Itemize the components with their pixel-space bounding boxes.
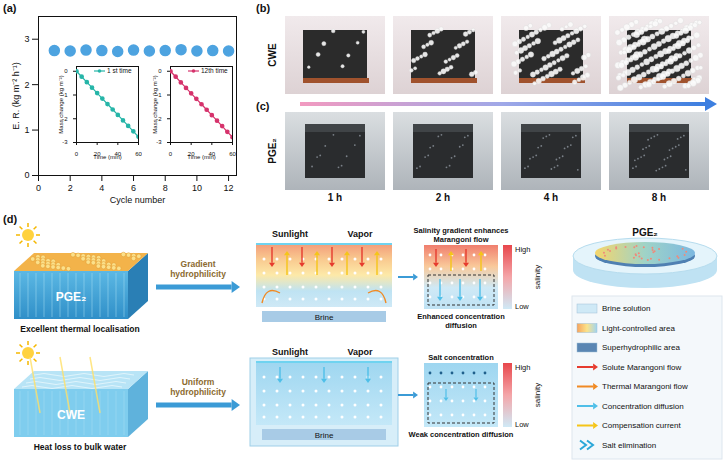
svg-text:High: High (515, 245, 530, 254)
svg-text:0: 0 (64, 68, 68, 74)
svg-text:-1: -1 (156, 91, 162, 98)
html-text:1 st time: 1 st time (107, 67, 132, 74)
html-text:12th time: 12th time (201, 67, 228, 74)
svg-text:Excellent thermal localisation: Excellent thermal localisation (20, 324, 140, 334)
svg-text:-3: -3 (156, 139, 162, 145)
svg-text:Heat loss to bulk water: Heat loss to bulk water (34, 442, 127, 452)
svg-text:Mass change (kg m⁻²): Mass change (kg m⁻²) (58, 75, 64, 133)
svg-text:0: 0 (169, 151, 173, 157)
svg-text:salinity: salinity (533, 265, 542, 289)
svg-text:Vapor: Vapor (347, 347, 373, 357)
svg-text:(c): (c) (256, 100, 270, 112)
svg-text:60: 60 (135, 151, 142, 157)
svg-text:2: 2 (68, 183, 73, 193)
svg-text:Thermal Marangoni flow: Thermal Marangoni flow (602, 382, 688, 391)
svg-text:PGE₂: PGE₂ (632, 227, 658, 238)
svg-text:2: 2 (24, 80, 29, 90)
svg-text:Low: Low (515, 302, 529, 311)
svg-text:Brine: Brine (315, 313, 334, 322)
svg-text:Light-controlled area: Light-controlled area (602, 324, 675, 333)
svg-text:Mass change (kg m⁻²): Mass change (kg m⁻²) (152, 75, 158, 133)
svg-text:12: 12 (224, 183, 234, 193)
svg-text:8 h: 8 h (652, 192, 666, 203)
svg-text:Marangoni flow: Marangoni flow (434, 235, 489, 244)
svg-text:Salt concentration: Salt concentration (428, 353, 494, 362)
svg-text:10: 10 (192, 183, 202, 193)
svg-text:Time (min): Time (min) (93, 154, 121, 160)
svg-text:CWE: CWE (57, 408, 85, 422)
svg-text:High: High (515, 363, 530, 372)
svg-text:3: 3 (24, 34, 29, 44)
svg-text:Enhanced concentration: Enhanced concentration (417, 312, 505, 321)
svg-text:Brine solution: Brine solution (602, 304, 650, 313)
svg-text:-1: -1 (62, 91, 68, 98)
svg-text:8: 8 (163, 183, 168, 193)
svg-text:Cycle number: Cycle number (110, 195, 166, 205)
svg-text:hydrophilicity: hydrophilicity (170, 269, 226, 279)
svg-text:PGE₂: PGE₂ (56, 290, 87, 304)
svg-text:1: 1 (24, 125, 29, 135)
svg-text:2 h: 2 h (436, 192, 450, 203)
svg-text:Sunlight: Sunlight (272, 347, 308, 357)
svg-text:0: 0 (36, 183, 41, 193)
svg-text:Weak concentration diffusion: Weak concentration diffusion (409, 430, 514, 439)
svg-text:diffusion: diffusion (445, 321, 477, 330)
svg-text:Salt elimination: Salt elimination (602, 441, 656, 450)
svg-text:PGE₂: PGE₂ (267, 138, 278, 164)
svg-text:Salinity gradient enhances: Salinity gradient enhances (413, 226, 509, 235)
svg-text:-2: -2 (156, 115, 162, 122)
svg-text:Gradient: Gradient (181, 259, 216, 269)
svg-text:Compensation current: Compensation current (602, 421, 681, 430)
svg-text:0: 0 (158, 68, 162, 74)
svg-text:4 h: 4 h (544, 192, 558, 203)
svg-text:(a): (a) (3, 2, 17, 14)
svg-text:Concentration diffusion: Concentration diffusion (602, 402, 684, 411)
svg-text:(b): (b) (256, 2, 270, 14)
svg-text:hydrophilicity: hydrophilicity (170, 387, 226, 397)
svg-text:Solute Marangoni flow: Solute Marangoni flow (602, 363, 681, 372)
svg-text:Vapor: Vapor (347, 229, 373, 239)
svg-text:0: 0 (75, 151, 79, 157)
svg-text:Time (min): Time (min) (187, 154, 215, 160)
svg-text:salinity: salinity (533, 383, 542, 407)
svg-text:CWE: CWE (267, 43, 278, 67)
svg-text:Sunlight: Sunlight (272, 229, 308, 239)
svg-text:Uniform: Uniform (182, 377, 215, 387)
svg-text:0: 0 (24, 170, 29, 180)
svg-text:Superhydrophilic area: Superhydrophilic area (602, 343, 680, 352)
svg-text:4: 4 (99, 183, 104, 193)
svg-text:1 h: 1 h (328, 192, 342, 203)
svg-text:Low: Low (515, 420, 529, 429)
svg-text:60: 60 (229, 151, 236, 157)
svg-text:Brine: Brine (315, 431, 334, 440)
svg-text:(d): (d) (3, 213, 17, 225)
svg-text:-2: -2 (62, 115, 68, 122)
svg-text:-3: -3 (62, 139, 68, 145)
svg-text:6: 6 (131, 183, 136, 193)
svg-text:E. R. (kg m⁻² h⁻¹): E. R. (kg m⁻² h⁻¹) (11, 62, 21, 130)
